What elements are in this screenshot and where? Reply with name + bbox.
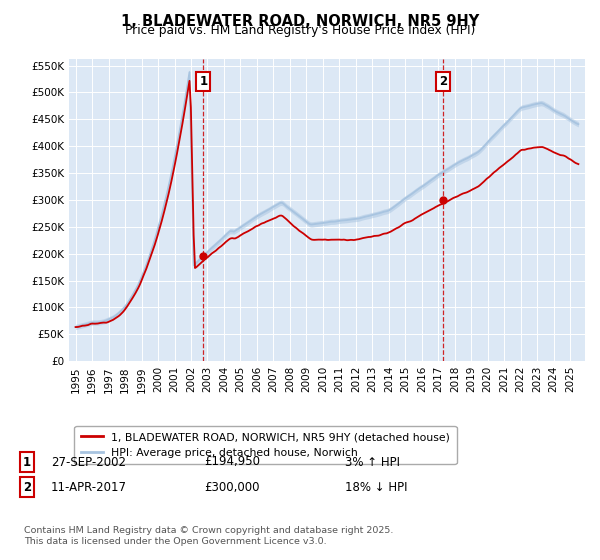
Text: 1, BLADEWATER ROAD, NORWICH, NR5 9HY: 1, BLADEWATER ROAD, NORWICH, NR5 9HY	[121, 14, 479, 29]
Legend: 1, BLADEWATER ROAD, NORWICH, NR5 9HY (detached house), HPI: Average price, detac: 1, BLADEWATER ROAD, NORWICH, NR5 9HY (de…	[74, 426, 457, 464]
Text: 2: 2	[23, 480, 31, 494]
Text: Price paid vs. HM Land Registry's House Price Index (HPI): Price paid vs. HM Land Registry's House …	[125, 24, 475, 36]
Text: £194,950: £194,950	[204, 455, 260, 469]
Text: 2: 2	[439, 75, 447, 88]
Text: 27-SEP-2002: 27-SEP-2002	[51, 455, 126, 469]
Text: 1: 1	[199, 75, 208, 88]
Text: Contains HM Land Registry data © Crown copyright and database right 2025.
This d: Contains HM Land Registry data © Crown c…	[24, 526, 394, 545]
Text: 11-APR-2017: 11-APR-2017	[51, 480, 127, 494]
Text: £300,000: £300,000	[204, 480, 260, 494]
Text: 18% ↓ HPI: 18% ↓ HPI	[345, 480, 407, 494]
Text: 1: 1	[23, 455, 31, 469]
Text: 3% ↑ HPI: 3% ↑ HPI	[345, 455, 400, 469]
